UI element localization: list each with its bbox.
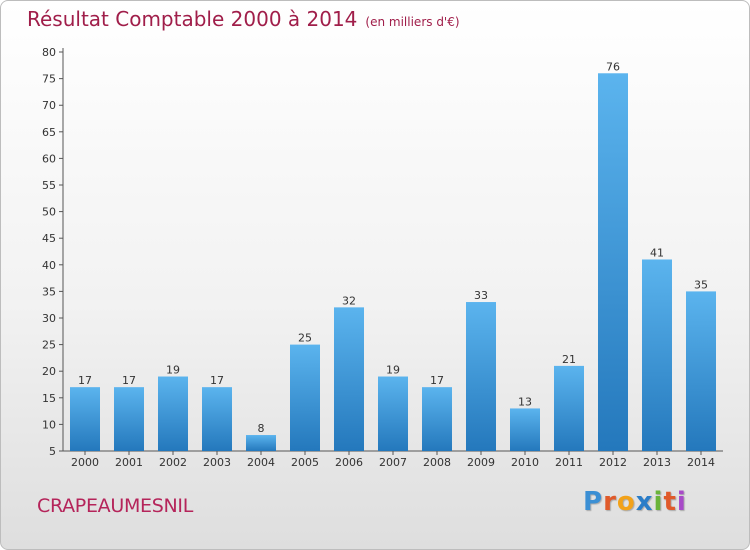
x-tick-label: 2008 (423, 456, 451, 469)
x-tick-label: 2001 (115, 456, 143, 469)
y-tick-label: 10 (42, 418, 56, 431)
logo-letter: i (676, 487, 687, 517)
logo-letter: t (663, 487, 677, 517)
data-label: 8 (258, 422, 265, 435)
bar (334, 307, 364, 451)
y-tick-label: 60 (42, 152, 56, 165)
logo-letter: i (653, 487, 664, 517)
proxiti-logo: Proxiti (583, 487, 687, 517)
y-tick-label: 50 (42, 206, 56, 219)
data-label: 19 (386, 364, 400, 377)
y-tick-label: 70 (42, 99, 56, 112)
data-label: 76 (606, 60, 620, 73)
bar (510, 408, 540, 451)
data-label: 21 (562, 353, 576, 366)
bar (642, 259, 672, 451)
logo-letter: o (616, 487, 636, 517)
x-tick-label: 2011 (555, 456, 583, 469)
data-label: 17 (78, 374, 92, 387)
data-label: 35 (694, 278, 708, 291)
data-label: 17 (210, 374, 224, 387)
logo-letter: P (583, 487, 604, 517)
y-tick-label: 5 (49, 445, 56, 458)
y-tick-label: 65 (42, 126, 56, 139)
bar (290, 344, 320, 451)
logo-letter: r (603, 487, 617, 517)
bar (378, 376, 408, 451)
y-tick-label: 35 (42, 285, 56, 298)
x-tick-label: 2005 (291, 456, 319, 469)
bar (598, 73, 628, 451)
bar (466, 302, 496, 451)
bar (246, 435, 276, 451)
bar (422, 387, 452, 451)
x-tick-label: 2013 (643, 456, 671, 469)
data-label: 19 (166, 364, 180, 377)
chart-title: Résultat Comptable 2000 à 2014 (en millie… (27, 7, 460, 31)
data-label: 17 (122, 374, 136, 387)
x-tick-label: 2006 (335, 456, 363, 469)
y-tick-label: 45 (42, 232, 56, 245)
bar (202, 387, 232, 451)
data-label: 17 (430, 374, 444, 387)
commune-name: CRAPEAUMESNIL (37, 495, 194, 517)
bar (686, 291, 716, 451)
y-tick-label: 55 (42, 179, 56, 192)
y-tick-label: 80 (42, 46, 56, 59)
x-tick-label: 2009 (467, 456, 495, 469)
data-label: 32 (342, 294, 356, 307)
y-tick-label: 20 (42, 365, 56, 378)
x-tick-label: 2012 (599, 456, 627, 469)
bar (114, 387, 144, 451)
bar (554, 365, 584, 451)
y-tick-label: 30 (42, 312, 56, 325)
y-tick-label: 40 (42, 259, 56, 272)
x-tick-label: 2002 (159, 456, 187, 469)
data-label: 41 (650, 246, 664, 259)
y-tick-label: 25 (42, 339, 56, 352)
chart-title-text: Résultat Comptable 2000 à 2014 (27, 7, 358, 31)
y-tick-label: 15 (42, 392, 56, 405)
chart-subtitle: (en milliers d'€) (365, 15, 460, 29)
logo-letter: x (635, 487, 654, 517)
bar (70, 387, 100, 451)
y-tick-label: 75 (42, 73, 56, 86)
x-tick-label: 2010 (511, 456, 539, 469)
x-tick-label: 2014 (687, 456, 715, 469)
bar (158, 376, 188, 451)
data-label: 13 (518, 395, 532, 408)
x-tick-label: 2007 (379, 456, 407, 469)
x-tick-label: 2003 (203, 456, 231, 469)
x-tick-label: 2000 (71, 456, 99, 469)
data-label: 25 (298, 332, 312, 345)
x-tick-label: 2004 (247, 456, 275, 469)
data-label: 33 (474, 289, 488, 302)
